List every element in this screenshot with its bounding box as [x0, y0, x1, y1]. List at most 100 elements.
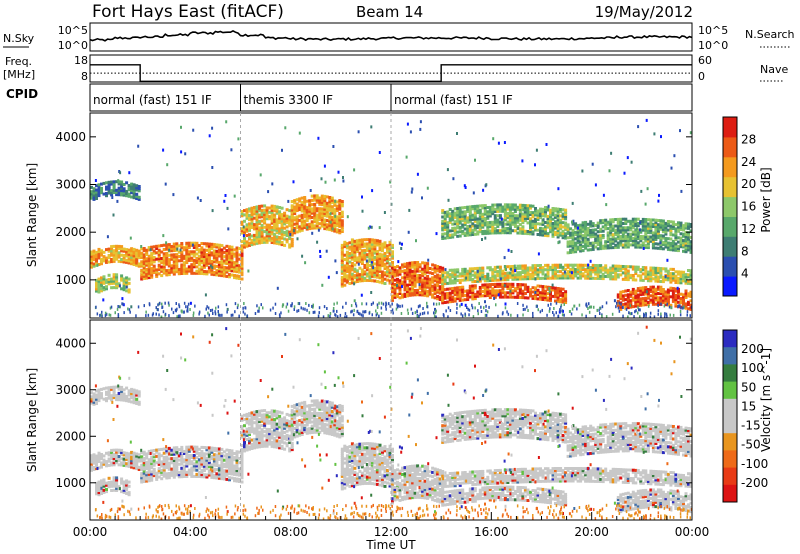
power-cell: [541, 272, 545, 276]
power-cell: [556, 233, 560, 237]
power-cell: [451, 270, 455, 274]
power-speckle: [342, 179, 345, 183]
power-cell: [584, 270, 588, 274]
velocity-cell: [110, 453, 114, 457]
power-near-range: [635, 309, 637, 313]
power-speckle: [507, 248, 510, 252]
power-cell: [641, 268, 645, 272]
power-cell: [323, 212, 327, 216]
power-cell: [636, 302, 640, 306]
power-cell: [127, 184, 131, 187]
velocity-cell: [92, 453, 96, 457]
power-cell: [468, 286, 472, 290]
power-cell: [473, 209, 477, 213]
power-cell: [506, 278, 510, 282]
power-cell: [348, 267, 352, 270]
power-cell: [689, 271, 692, 275]
power-cell: [358, 266, 362, 270]
power-cell: [200, 242, 204, 245]
power-cell: [594, 268, 598, 272]
power-cell: [130, 182, 134, 186]
power-cell: [493, 293, 497, 297]
power-cell: [666, 290, 670, 294]
power-cell: [624, 245, 628, 249]
power-cell: [481, 215, 485, 218]
power-cell: [473, 286, 477, 290]
power-cell: [92, 193, 96, 197]
power-cell: [539, 222, 542, 226]
power-cell: [564, 234, 568, 238]
power-cell: [305, 199, 309, 203]
power-cell: [589, 241, 593, 245]
power-cell: [396, 265, 399, 268]
power-cell: [486, 283, 490, 287]
power-cell: [150, 267, 154, 271]
power-cell: [368, 279, 372, 282]
power-cell: [466, 218, 470, 222]
power-cell: [295, 226, 299, 230]
power-cell: [443, 277, 447, 281]
power-cell: [468, 209, 472, 213]
power-cell: [360, 240, 364, 244]
power-cell: [466, 298, 470, 301]
power-speckle: [361, 209, 364, 213]
power-cell: [634, 304, 638, 308]
power-cell: [423, 263, 427, 267]
power-cell: [616, 245, 620, 249]
power-cell: [586, 266, 590, 269]
power-near-range: [161, 305, 164, 309]
power-cell: [285, 238, 289, 242]
power-cell: [476, 275, 480, 279]
power-speckle: [137, 144, 140, 148]
power-cell: [458, 228, 462, 232]
power-cell: [526, 221, 530, 225]
power-cell: [403, 294, 407, 298]
power-near-range: [666, 314, 668, 318]
power-cell: [614, 237, 618, 241]
power-cell: [401, 282, 404, 286]
power-cell: [531, 266, 535, 270]
power-cell: [523, 212, 527, 216]
power-cell: [649, 290, 653, 293]
power-near-range: [362, 314, 364, 318]
power-cell: [175, 268, 179, 272]
power-cell: [654, 268, 658, 272]
power-cell: [551, 274, 555, 278]
power-cell: [486, 212, 490, 216]
power-cell: [629, 294, 633, 298]
power-cell: [117, 282, 121, 286]
power-cell: [636, 222, 640, 225]
power-near-range: [329, 312, 332, 315]
power-cell: [606, 233, 610, 237]
power-cell: [293, 227, 297, 230]
power-speckle: [94, 179, 97, 182]
velocity-cell: [120, 453, 124, 457]
power-cell: [443, 223, 447, 227]
power-cell: [180, 267, 184, 271]
power-cell: [644, 270, 648, 274]
power-cell: [238, 253, 241, 257]
power-speckle: [100, 284, 103, 287]
power-cell: [498, 216, 502, 220]
power-cell: [491, 203, 495, 207]
power-cell: [378, 280, 382, 284]
power-near-range: [378, 301, 380, 305]
power-cell: [634, 269, 638, 273]
power-cell: [335, 219, 339, 223]
power-cell: [162, 252, 166, 256]
power-cell: [559, 231, 563, 235]
power-cell: [661, 225, 665, 229]
power-cell: [551, 224, 555, 228]
power-near-range: [690, 305, 692, 309]
power-cell: [273, 209, 277, 213]
power-cell: [182, 261, 186, 265]
power-cell: [541, 220, 545, 224]
power-cell: [539, 216, 542, 220]
power-cell: [416, 269, 420, 273]
power-near-range: [350, 310, 352, 314]
power-cell: [584, 268, 588, 272]
power-cell: [313, 211, 317, 215]
power-cell: [473, 217, 477, 221]
power-cell: [233, 269, 236, 273]
date-label: 19/May/2012: [595, 3, 693, 21]
